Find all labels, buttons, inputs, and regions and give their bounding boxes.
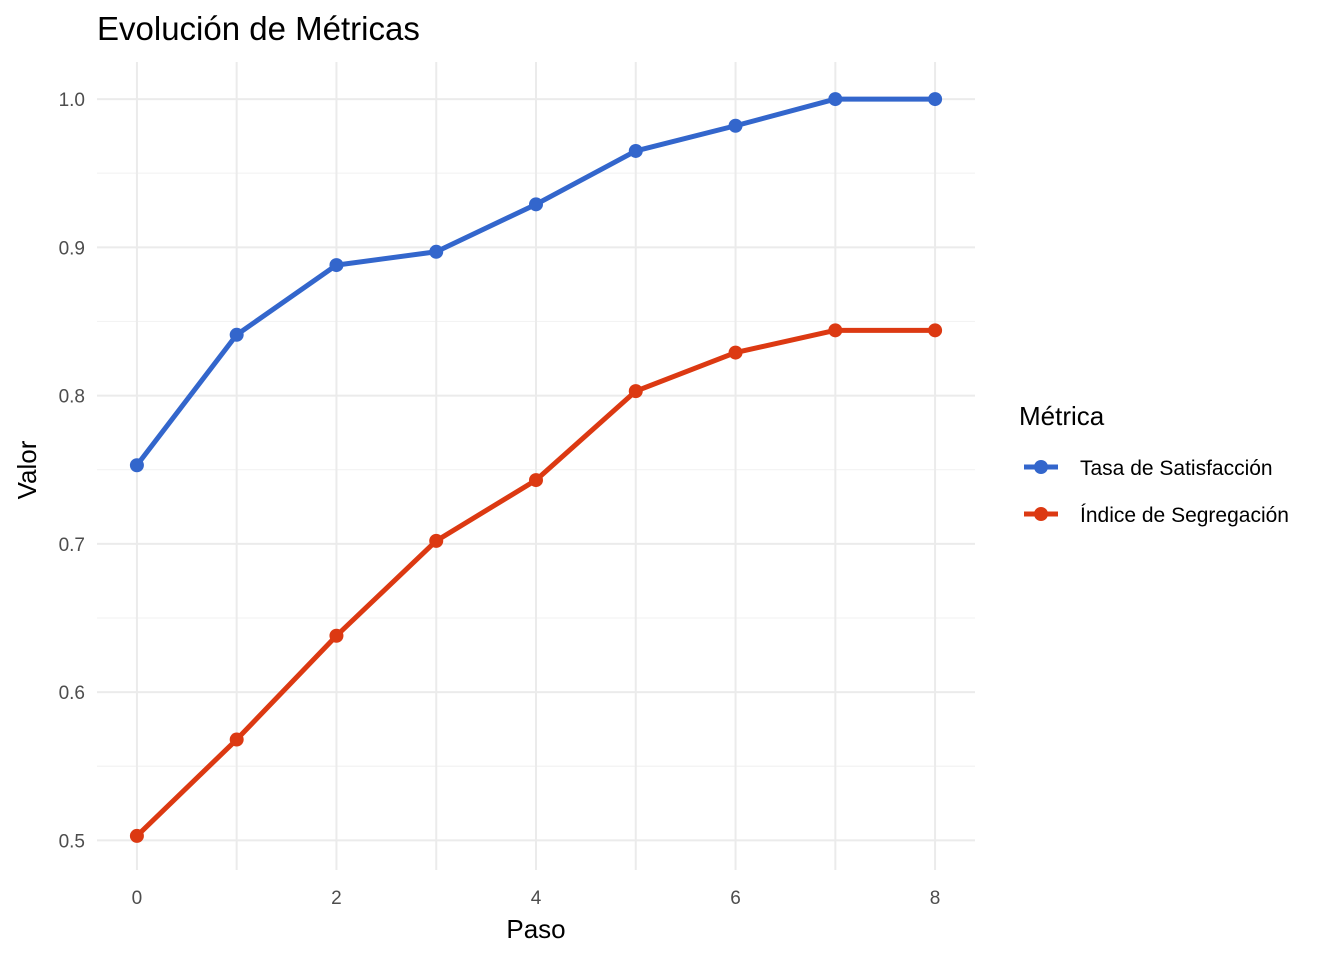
x-axis-title: Paso	[506, 914, 565, 944]
data-point	[529, 197, 543, 212]
data-point	[728, 345, 743, 360]
data-point	[129, 828, 144, 843]
data-point	[928, 92, 943, 107]
y-tick-label: 0.5	[59, 831, 85, 852]
series-1	[129, 92, 943, 473]
x-tick-label: 6	[730, 888, 741, 909]
data-point	[828, 92, 843, 107]
data-point	[529, 473, 543, 488]
x-tick-label: 4	[531, 888, 542, 909]
data-point	[429, 244, 444, 259]
legend-item: Tasa de Satisfacción	[1024, 457, 1273, 480]
series-2	[129, 323, 943, 843]
data-point	[129, 458, 144, 473]
data-point	[628, 384, 643, 399]
y-tick-label: 1.0	[59, 90, 85, 111]
x-tick-label: 8	[930, 888, 941, 909]
data-point	[329, 628, 344, 643]
legend-item: Índice de Segregación	[1024, 504, 1289, 527]
y-tick-label: 0.7	[59, 535, 85, 556]
y-tick-label: 0.9	[59, 238, 85, 259]
grid	[97, 62, 975, 870]
y-axis-title: Valor	[12, 440, 42, 499]
legend-key-point	[1034, 507, 1048, 521]
series-layer	[129, 92, 943, 843]
y-tick-label: 0.6	[59, 683, 85, 704]
data-point	[429, 533, 444, 548]
data-point	[728, 118, 743, 133]
legend-label: Índice de Segregación	[1080, 504, 1289, 527]
data-point	[229, 327, 244, 342]
legend: Métrica Tasa de Satisfacción Índice de Se…	[1019, 401, 1289, 527]
y-tick-label: 0.8	[59, 387, 85, 408]
data-point	[329, 258, 344, 273]
legend-title: Métrica	[1019, 401, 1105, 431]
data-point	[229, 732, 244, 747]
x-tick-label: 2	[331, 888, 342, 909]
legend-label: Tasa de Satisfacción	[1080, 457, 1273, 480]
data-point	[828, 323, 843, 338]
chart-title: Evolución de Métricas	[97, 10, 420, 47]
x-axis-ticks: 0 2 4 6 8	[132, 888, 941, 909]
data-point	[628, 143, 643, 158]
y-axis-ticks: 0.5 0.6 0.7 0.8 0.9 1.0	[59, 90, 85, 852]
x-tick-label: 0	[132, 888, 143, 909]
data-point	[928, 323, 943, 338]
legend-key-point	[1034, 460, 1048, 474]
